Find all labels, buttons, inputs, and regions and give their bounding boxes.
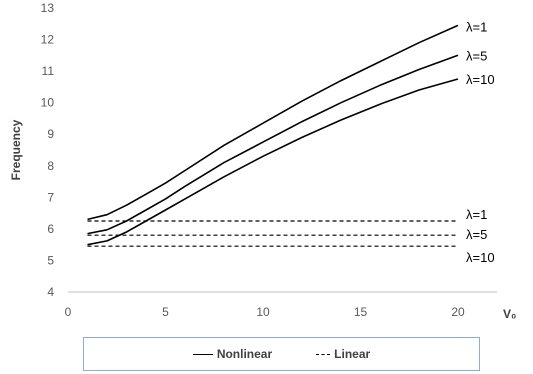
series-group xyxy=(87,24,459,247)
x-tick-label: 10 xyxy=(256,305,270,319)
x-tick-label: 20 xyxy=(451,305,465,319)
linear-curve-label: λ=5 xyxy=(466,227,487,242)
linear-curve-label: λ=1 xyxy=(466,207,487,222)
legend: Nonlinear Linear xyxy=(83,337,480,371)
x-tick-label: 15 xyxy=(354,305,368,319)
nonlinear-curve-label: λ=5 xyxy=(466,48,487,63)
nonlinear-series-line xyxy=(87,54,459,235)
nonlinear-series-line xyxy=(87,24,459,221)
y-tick-label: 12 xyxy=(41,33,55,47)
y-tick-label: 5 xyxy=(47,253,54,267)
x-axis-label: V₀ xyxy=(503,307,516,321)
frequency-chart: 4 5 6 7 8 9 10 11 12 13 0 5 10 15 20 λ=1 λ=5 λ=10 λ=1 λ=5… xyxy=(9,1,516,321)
curve-labels: λ=1 λ=5 λ=10 λ=1 λ=5 λ=10 xyxy=(466,19,495,265)
y-axis-label: Frequency xyxy=(9,119,23,180)
nonlinear-curve-label: λ=10 xyxy=(466,72,495,87)
y-axis-ticks: 4 5 6 7 8 9 10 11 12 13 xyxy=(41,1,55,299)
y-tick-label: 4 xyxy=(47,285,54,299)
nonlinear-curve-label: λ=1 xyxy=(466,19,487,34)
nonlinear-series-line xyxy=(87,78,459,246)
y-tick-label: 13 xyxy=(41,1,55,15)
y-tick-label: 8 xyxy=(47,159,54,173)
legend-label-nonlinear: Nonlinear xyxy=(216,347,273,361)
dashed-line-swatch xyxy=(316,353,331,355)
y-tick-label: 7 xyxy=(47,190,54,204)
y-tick-label: 6 xyxy=(47,222,54,236)
y-tick-label: 11 xyxy=(42,64,55,78)
legend-item-linear: Linear xyxy=(316,347,370,361)
legend-item-nonlinear: Nonlinear xyxy=(192,347,273,361)
y-tick-label: 9 xyxy=(47,127,54,141)
x-axis-ticks: 0 5 10 15 20 xyxy=(65,305,465,319)
x-tick-label: 0 xyxy=(65,305,72,319)
linear-curve-label: λ=10 xyxy=(466,250,495,265)
solid-line-swatch xyxy=(192,353,213,355)
y-tick-label: 10 xyxy=(41,96,55,110)
x-tick-label: 5 xyxy=(162,305,169,319)
legend-label-linear: Linear xyxy=(334,347,371,361)
